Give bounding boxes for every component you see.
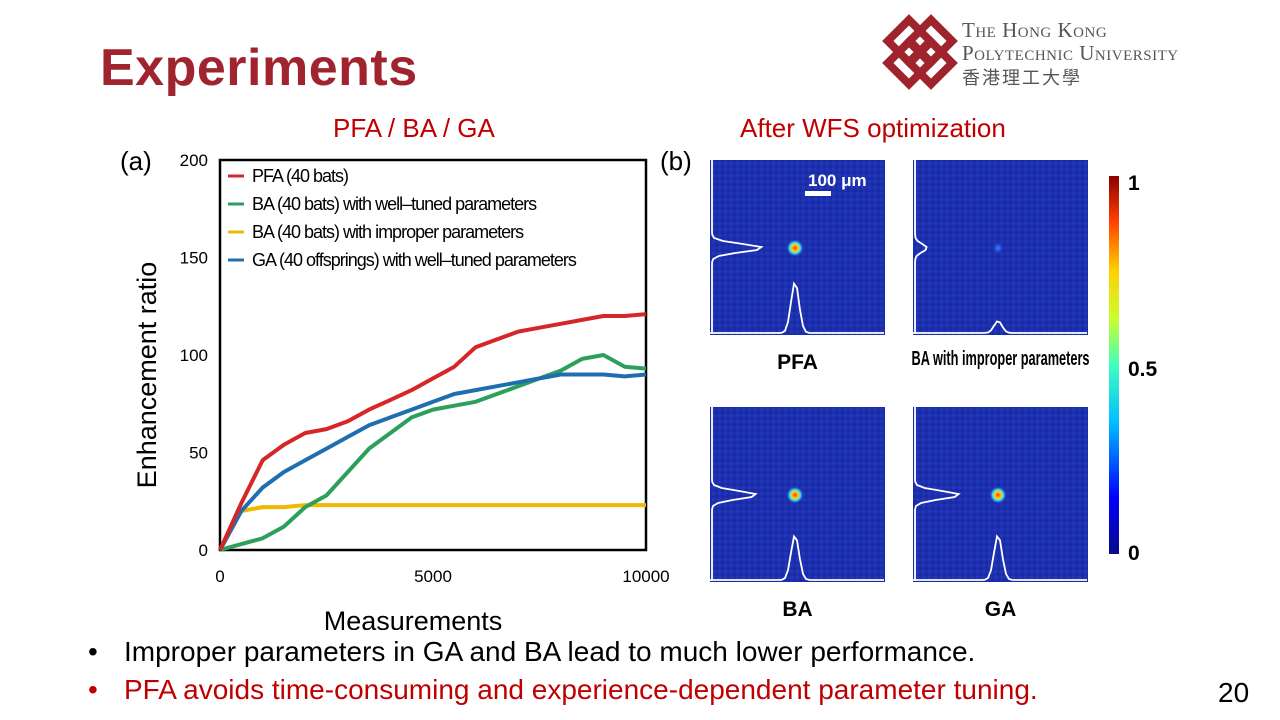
panel-label: BA xyxy=(782,598,812,620)
panel-label: PFA xyxy=(777,351,818,374)
y-tick-label: 100 xyxy=(180,346,208,365)
colorbar-tick-label: 1 xyxy=(1128,172,1140,195)
focus-spot xyxy=(992,242,1004,254)
y-tick-label: 50 xyxy=(189,444,208,463)
legend-label: BA (40 bats) with improper parameters xyxy=(252,222,524,242)
legend-label: GA (40 offsprings) with well–tuned param… xyxy=(252,250,577,270)
bullet-2: • PFA avoids time-consuming and experienc… xyxy=(88,674,1038,706)
bullet-dot: • xyxy=(88,674,98,705)
panel-label: GA xyxy=(985,598,1017,620)
y-tick-label: 200 xyxy=(180,151,208,170)
colorbar-tick-label: 0.5 xyxy=(1128,358,1158,381)
legend-label: PFA (40 bats) xyxy=(252,166,348,186)
panel-b-label: (b) xyxy=(660,146,692,176)
intensity-profile-vertical xyxy=(711,160,764,334)
bullet-1-text: Improper parameters in GA and BA lead to… xyxy=(124,636,976,667)
scale-bar xyxy=(805,191,831,196)
intensity-profile-vertical xyxy=(914,407,961,581)
intensity-profile-horizontal xyxy=(913,320,1087,334)
x-axis-label: Measurements xyxy=(324,606,503,630)
focus-spot xyxy=(786,486,804,504)
x-tick-label: 0 xyxy=(215,567,224,586)
intensity-profile-horizontal xyxy=(913,534,1087,581)
intensity-profile-vertical xyxy=(711,407,758,581)
panel-a-label: (a) xyxy=(120,146,152,176)
logo-text-chinese: 香港理工大學 xyxy=(962,68,1082,89)
focus-spot xyxy=(786,239,804,257)
right-subtitle: After WFS optimization xyxy=(740,113,1006,143)
x-tick-label: 5000 xyxy=(414,567,452,586)
slide-title: Experiments xyxy=(100,39,418,97)
polyu-logo-icon xyxy=(882,14,958,90)
panel-label: BA with improper parameters xyxy=(912,348,1090,370)
y-tick-label: 150 xyxy=(180,249,208,268)
intensity-profile-horizontal xyxy=(710,281,884,334)
intensity-profile-vertical xyxy=(914,160,928,334)
page-number: 20 xyxy=(1218,677,1250,708)
wfs-focus-heatmaps: PFA BA with improper parameters BA GA 100 μm… xyxy=(710,160,1158,620)
x-tick-label: 10000 xyxy=(622,567,669,586)
series-line xyxy=(218,503,646,551)
scale-bar-label: 100 μm xyxy=(808,171,867,190)
intensity-profile-horizontal xyxy=(710,534,884,581)
focus-spot xyxy=(989,486,1007,504)
plot-frame xyxy=(218,158,648,552)
legend-label: BA (40 bats) with well–tuned parameters xyxy=(252,194,537,214)
colorbar xyxy=(1109,176,1119,554)
logo-text-line2: Polytechnic University xyxy=(962,41,1179,65)
colorbar-tick-label: 0 xyxy=(1128,542,1140,565)
logo-text-line1: The Hong Kong xyxy=(962,18,1108,42)
bullet-1: • Improper parameters in GA and BA lead t… xyxy=(88,636,975,668)
bullet-2-text: PFA avoids time-consuming and experience… xyxy=(124,674,1038,705)
y-axis-label: Enhancement ratio xyxy=(132,262,162,489)
enhancement-line-chart: 0 50 100 150 200 0 5000 10000 Measurements Enhanc… xyxy=(132,151,670,630)
bullet-dot: • xyxy=(88,636,98,667)
y-tick-label: 0 xyxy=(199,541,208,560)
left-subtitle: PFA / BA / GA xyxy=(333,113,495,143)
